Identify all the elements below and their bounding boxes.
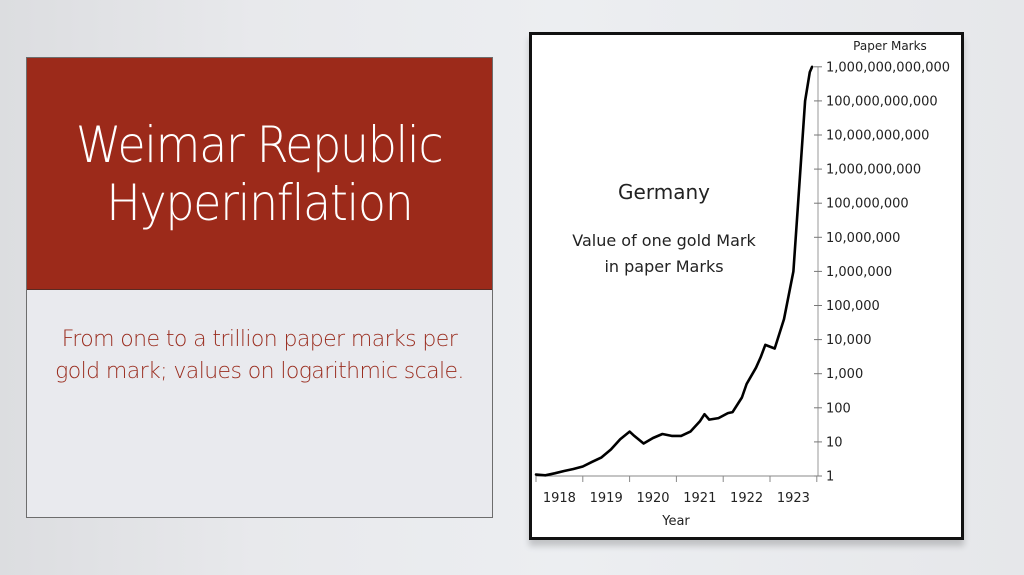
y-tick-label: 1,000 <box>826 367 863 382</box>
x-axis-ticks: 1918 1919 1920 1921 1922 1923 <box>535 476 818 506</box>
y-tick-label: 1,000,000,000,000 <box>826 60 950 75</box>
y-tick-label: 100,000 <box>826 299 880 314</box>
y-tick-label: 10 <box>826 435 843 450</box>
y-tick-label: 100 <box>826 401 851 416</box>
y-axis-title: Paper Marks <box>853 39 927 53</box>
x-tick-label: 1922 <box>730 491 763 506</box>
slide-title-line-2: Hyperinflation <box>106 173 414 232</box>
subtitle-line-2: gold mark; values on logarithmic scale. <box>55 359 464 384</box>
chart-frame: Paper Marks 1 10 100 1,000 10,000 100,000 1,00… <box>529 32 964 540</box>
hyperinflation-chart: Paper Marks 1 10 100 1,000 10,000 100,000 1,00… <box>534 39 950 529</box>
slide-title-line-1: Weimar Republic <box>76 115 444 174</box>
title-panel: Weimar Republic Hyperinflation From one … <box>26 57 493 518</box>
y-tick-label: 10,000,000 <box>826 231 900 246</box>
y-tick-label: 1,000,000,000 <box>826 163 921 178</box>
y-tick-label: 1 <box>826 470 834 485</box>
slide-subtitle: From one to a trillion paper marks per g… <box>27 324 492 388</box>
x-tick-label: 1921 <box>683 491 716 506</box>
y-tick-label: 10,000 <box>826 333 872 348</box>
x-tick-label: 1923 <box>777 491 810 506</box>
chart-caption-line-2: in paper Marks <box>604 257 723 276</box>
x-tick-label: 1919 <box>590 491 623 506</box>
y-tick-label: 100,000,000 <box>826 197 909 212</box>
y-axis-ticks: 1 10 100 1,000 10,000 100,000 1,000,000 10,000,… <box>814 60 950 485</box>
y-tick-label: 1,000,000 <box>826 265 892 280</box>
x-tick-label: 1918 <box>543 491 576 506</box>
chart-caption-line-1: Value of one gold Mark <box>572 231 756 250</box>
subtitle-line-1: From one to a trillion paper marks per <box>61 327 458 352</box>
x-axis-title: Year <box>661 514 690 529</box>
x-tick-label: 1920 <box>636 491 669 506</box>
inflation-line <box>534 65 814 477</box>
title-box: Weimar Republic Hyperinflation <box>27 58 492 290</box>
y-tick-label: 10,000,000,000 <box>826 129 929 144</box>
chart-heading: Germany <box>618 180 710 204</box>
y-tick-label: 100,000,000,000 <box>826 94 938 109</box>
